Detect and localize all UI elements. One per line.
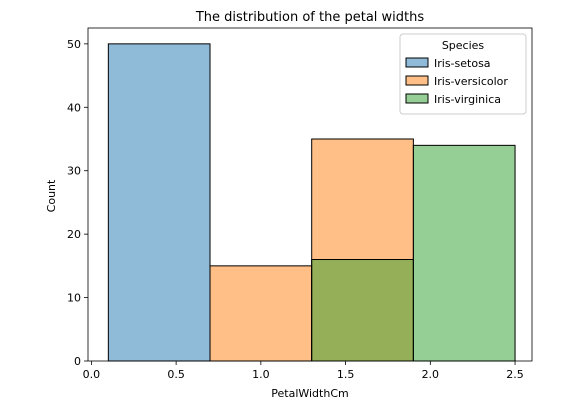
y-axis-label: Count: [45, 179, 58, 212]
chart-title: The distribution of the petal widths: [195, 10, 425, 25]
legend-swatch: [405, 93, 429, 104]
bars-layer: [107, 43, 516, 362]
legend-entry-label: Iris-setosa: [434, 57, 491, 70]
legend-swatch: [405, 57, 429, 68]
legend-title: Species: [442, 39, 485, 52]
x-tick-label: 1.5: [337, 368, 355, 381]
plot-frame: [87, 27, 533, 362]
y-tick-label: 0: [74, 355, 81, 368]
y-tick-label: 40: [67, 101, 81, 114]
x-tick-label: 0.5: [167, 368, 185, 381]
y-tick-label: 10: [67, 292, 81, 305]
legend-entry-label: Iris-versicolor: [434, 75, 508, 88]
legend-box: [399, 33, 527, 115]
bar-iris-virginica-bin-3: [412, 144, 516, 362]
legend: Species Iris-setosa Iris-versicolor Iris-vi…: [399, 33, 527, 115]
x-tick-label: 1.0: [252, 368, 270, 381]
y-tick-label: 20: [67, 228, 81, 241]
bar-iris-virginica-bin-2: [311, 259, 414, 362]
bar-iris-setosa-bin-0: [107, 43, 211, 362]
y-tick-label: 50: [67, 38, 81, 51]
x-tick-label: 2.5: [506, 368, 524, 381]
bar-iris-versicolor-bin-1: [209, 265, 313, 362]
legend-swatch: [405, 75, 429, 86]
x-tick-label: 0.0: [83, 368, 101, 381]
y-tick-label: 30: [67, 165, 81, 178]
legend-entry-label: Iris-virginica: [434, 93, 501, 106]
x-tick-label: 2.0: [422, 368, 440, 381]
axes-layer: 0.0 0.5 1.0 1.5 2.0 2.5 0 10 20 30 40 50: [67, 27, 533, 381]
x-axis-label: PetalWidthCm: [271, 387, 348, 400]
